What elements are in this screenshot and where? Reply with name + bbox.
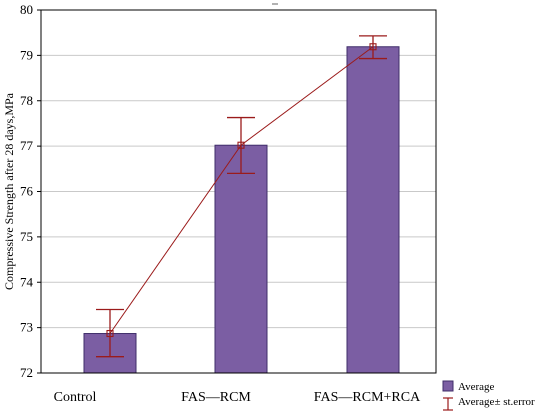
y-tick-label: 76 [20,184,34,199]
error-bar-3 [359,35,387,60]
legend-entry-error: Average± st.error [443,396,535,411]
bar-2 [214,144,268,374]
legend: Average Average± st.error [442,380,535,411]
average-marker-3 [369,43,377,51]
category-label-3: FAS—RCM+RCA [314,390,421,405]
category-label-2: FAS—RCM [181,390,251,405]
bars [83,46,400,374]
error-bars [96,35,387,358]
legend-label-average: Average [458,381,495,393]
plot-frame [37,3,437,374]
y-tick-label: 80 [20,2,33,17]
average-marker-2 [237,141,245,149]
y-tick-label: 74 [20,274,34,289]
category-labels: Control FAS—RCM FAS—RCM+RCA [54,390,422,405]
legend-label-error: Average± st.error [458,396,535,408]
y-tick-label: 77 [20,138,34,153]
y-tick-label: 72 [20,365,33,380]
error-bar-1 [96,308,124,358]
y-tick-label: 79 [20,47,33,62]
y-axis-title: Compressive Strength after 28 days,MPa [2,92,16,290]
average-marker-1 [106,329,114,338]
y-tick-label: 75 [20,229,33,244]
bar-3 [346,46,400,374]
y-tick-labels: 72 73 74 75 76 77 78 79 80 [20,2,34,380]
y-tick-label: 73 [20,320,33,335]
y-tick-label: 78 [20,93,33,108]
error-bar-2 [227,116,255,175]
category-label-1: Control [54,390,97,405]
legend-entry-average: Average [442,380,495,393]
